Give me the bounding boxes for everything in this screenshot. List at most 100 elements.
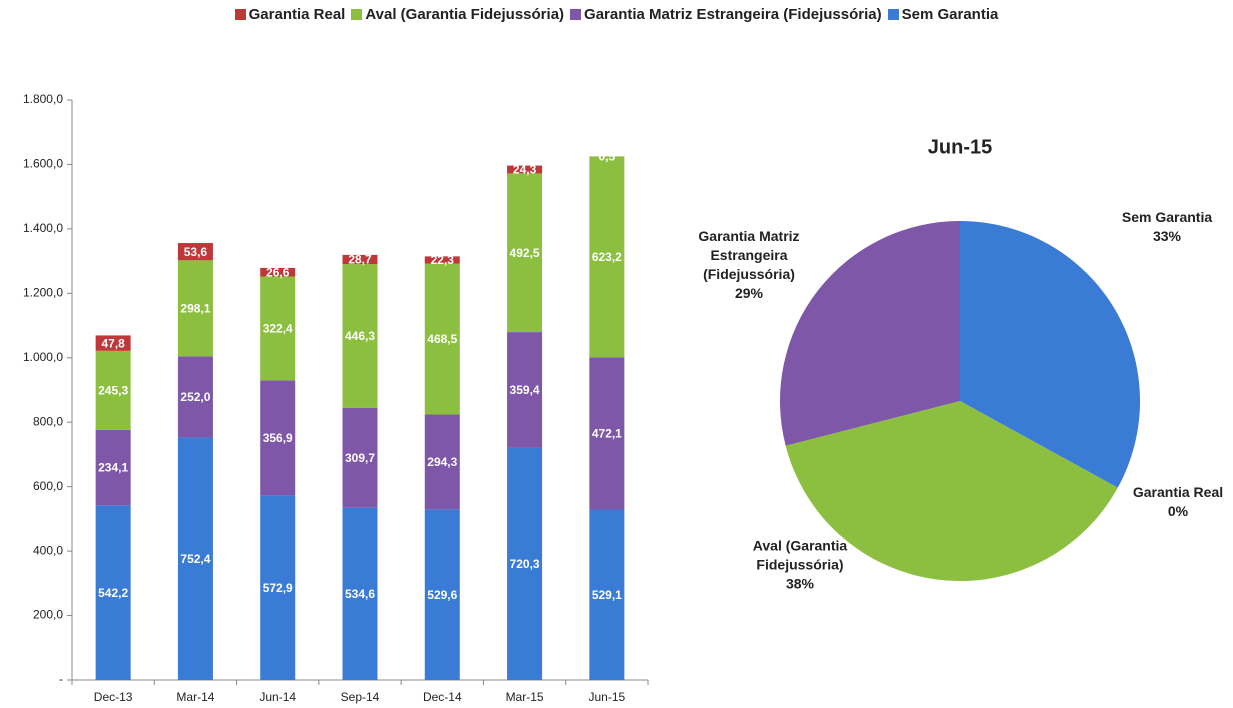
pie-value-label: 0% <box>1167 503 1189 519</box>
data-label: 752,4 <box>180 552 210 566</box>
bar-segment <box>507 332 543 448</box>
y-tick-label: 1.200,0 <box>23 286 63 300</box>
bar-segment <box>177 437 213 680</box>
legend-item: Sem Garantia <box>887 6 999 23</box>
x-tick-label: Dec-13 <box>94 690 133 704</box>
pie-label: Aval (Garantia Fidejussória) 38% <box>735 537 865 594</box>
bar-segment <box>424 414 460 510</box>
x-tick-label: Mar-15 <box>506 690 544 704</box>
bar-segment <box>424 256 460 264</box>
data-label: 446,3 <box>345 329 375 343</box>
y-tick-label: 400,0 <box>33 543 63 557</box>
data-label: 234,1 <box>98 461 128 475</box>
y-tick-label: 200,0 <box>33 608 63 622</box>
bar-segment <box>424 263 460 415</box>
data-label: 720,3 <box>510 557 540 571</box>
legend-label: Aval (Garantia Fidejussória) <box>365 6 565 23</box>
bar-segment <box>507 165 543 174</box>
y-tick-label: 1.600,0 <box>23 157 63 171</box>
data-label: 245,3 <box>98 384 128 398</box>
y-tick-label: 1.800,0 <box>23 92 63 106</box>
data-label: 623,2 <box>592 250 622 264</box>
y-tick-label: 1.000,0 <box>23 350 63 364</box>
bar-segment <box>342 264 378 408</box>
legend-swatch <box>570 9 582 20</box>
x-tick-label: Jun-14 <box>259 690 296 704</box>
bar-segment <box>260 495 296 680</box>
pie-category: Garantia Real <box>1132 484 1224 500</box>
bar-segment <box>95 335 131 351</box>
data-label: 322,4 <box>263 322 293 336</box>
bar-segment <box>589 509 625 680</box>
pie-title: Jun-15 <box>928 136 992 158</box>
data-label: 529,1 <box>592 588 622 602</box>
data-label: 572,9 <box>263 581 293 595</box>
legend-swatch <box>234 9 246 20</box>
bar-segment <box>95 429 131 506</box>
pie-category: Sem Garantia <box>1121 209 1213 225</box>
pie-value-label: 33% <box>1152 228 1182 244</box>
bar-segment <box>95 350 131 430</box>
data-label: 309,7 <box>345 451 375 465</box>
data-label: 529,6 <box>427 588 457 602</box>
x-tick-label: Sep-14 <box>341 690 380 704</box>
pie-value-label: 38% <box>785 575 815 592</box>
legend-label: Sem Garantia <box>901 6 999 23</box>
data-label: 468,5 <box>427 332 457 346</box>
bar-segment <box>507 447 543 680</box>
y-tick-label: 1.400,0 <box>23 221 63 235</box>
legend-label: Garantia Real <box>248 6 346 23</box>
data-label: 298,1 <box>180 302 210 316</box>
data-label: 26,6 <box>266 265 290 279</box>
data-label: 24,3 <box>513 163 537 177</box>
pie-category: Garantia Matriz Estrangeira (Fidejussóri… <box>698 228 800 282</box>
bar-segment <box>177 356 213 438</box>
legend-swatch <box>351 9 363 20</box>
y-tick-label: 600,0 <box>33 479 63 493</box>
data-label: 542,2 <box>98 586 128 600</box>
pie-label: Garantia Real 0% <box>1113 483 1233 521</box>
bar-segment <box>177 260 213 357</box>
data-label: 472,1 <box>592 427 622 441</box>
legend: Garantia Real Aval (Garantia Fidejussória… <box>0 6 1233 23</box>
y-tick-label: 800,0 <box>33 414 63 428</box>
data-label: 252,0 <box>180 390 210 404</box>
legend-item: Garantia Real <box>234 6 346 23</box>
bar-segment <box>589 357 625 510</box>
bar-segment <box>95 505 131 680</box>
bar-segment <box>177 243 213 261</box>
pie-slice <box>960 220 1141 488</box>
data-label: 534,6 <box>345 587 375 601</box>
data-label: 53,6 <box>184 245 208 259</box>
pie-slice <box>780 221 960 446</box>
bar-segment <box>342 254 378 265</box>
pie-label: Garantia Matriz Estrangeira (Fidejussóri… <box>684 227 814 303</box>
data-label: 359,4 <box>510 383 540 397</box>
data-label: 22,3 <box>431 253 455 267</box>
bar-segment <box>342 407 378 508</box>
pie-slice <box>785 401 1118 582</box>
data-label: 28,7 <box>348 253 372 267</box>
data-label: 0,5 <box>599 150 616 164</box>
bar-segment <box>342 507 378 680</box>
legend-label: Garantia Matriz Estrangeira (Fidejussóri… <box>584 6 882 23</box>
data-label: 492,5 <box>510 246 540 260</box>
legend-swatch <box>887 9 899 20</box>
legend-item: Aval (Garantia Fidejussória) <box>351 6 564 23</box>
bar-segment <box>507 173 543 333</box>
data-label: 294,3 <box>427 455 457 469</box>
bar-segment <box>260 276 296 381</box>
pie-category: Aval (Garantia Fidejussória) <box>752 537 848 573</box>
pie-label: Sem Garantia 33% <box>1102 208 1232 246</box>
bar-segment <box>260 267 296 277</box>
bar-segment <box>589 156 625 358</box>
bar-segment <box>424 509 460 680</box>
pie-value-label: 29% <box>734 285 764 301</box>
x-tick-label: Mar-14 <box>176 690 214 704</box>
x-tick-label: Jun-15 <box>589 690 626 704</box>
y-tick-label: - <box>59 672 63 686</box>
data-label: 356,9 <box>263 431 293 445</box>
x-tick-label: Dec-14 <box>423 690 462 704</box>
